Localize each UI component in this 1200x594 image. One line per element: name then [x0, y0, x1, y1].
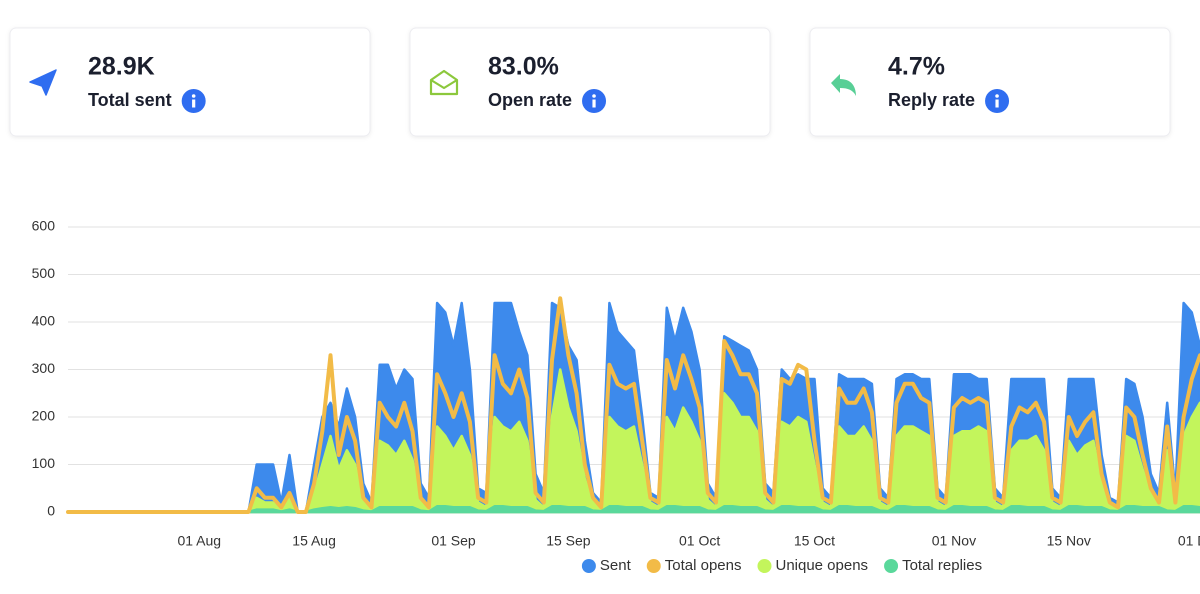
- legend-label: Total opens: [665, 557, 742, 574]
- x-tick-label: 01 Dec: [1178, 533, 1200, 549]
- chart: 0 100 200 300 400 500 600 01 Aug 15 Aug 01 Sep 15 …: [32, 218, 1200, 574]
- x-tick-label: 15 Sep: [546, 533, 591, 549]
- legend-label: Sent: [600, 557, 632, 574]
- area: [66, 505, 1200, 514]
- kpi-value: 4.7%: [888, 53, 945, 81]
- card: 83.0% Open rate: [409, 27, 771, 137]
- legend: Sent Total opens Unique opens Total replies: [581, 557, 982, 574]
- sent-icon: [29, 69, 57, 96]
- info-dot: [592, 94, 596, 98]
- info-bar: [995, 99, 999, 108]
- info-button[interactable]: [985, 89, 1010, 113]
- info-dot: [191, 94, 196, 98]
- info-button[interactable]: [181, 89, 206, 113]
- kpi-label: Reply rate: [888, 90, 975, 110]
- legend-label: Unique opens: [775, 557, 868, 574]
- x-tick-label: 15 Oct: [794, 533, 835, 549]
- y-tick-label: 300: [32, 360, 56, 376]
- legend-label: Total replies: [902, 557, 982, 574]
- x-tick-label: 15 Aug: [292, 533, 336, 549]
- card-bg: [9, 27, 371, 137]
- y-tick-label: 0: [47, 503, 55, 519]
- legend-marker: [646, 559, 661, 573]
- info-dot: [995, 94, 999, 98]
- legend-marker: [581, 559, 596, 573]
- x-tick-label: 01 Oct: [679, 533, 720, 549]
- info-bar: [592, 99, 596, 108]
- card-bg: [409, 27, 771, 137]
- open-icon: [429, 69, 459, 96]
- x-tick-label: 01 Nov: [932, 533, 976, 549]
- reply-icon: [831, 74, 856, 96]
- info-button[interactable]: [582, 89, 607, 113]
- y-tick-label: 200: [32, 408, 56, 424]
- info-bar: [192, 99, 196, 108]
- area: [66, 368, 1200, 514]
- card: 28.9K Total sent: [9, 27, 371, 137]
- line: [66, 296, 1200, 514]
- kpi-value: 83.0%: [488, 53, 559, 81]
- kpi-value: 28.9K: [88, 53, 155, 81]
- y-tick-label: 400: [32, 313, 56, 329]
- card: 4.7% Reply rate: [809, 27, 1171, 137]
- legend-marker: [757, 559, 772, 573]
- kpi-label: Total sent: [88, 90, 172, 110]
- x-tick-label: 01 Sep: [431, 533, 476, 549]
- x-tick-label: 01 Aug: [177, 533, 221, 549]
- card-bg: [809, 27, 1171, 137]
- x-tick-label: 15 Nov: [1047, 533, 1091, 549]
- y-tick-label: 500: [32, 265, 56, 281]
- y-tick-label: 100: [32, 455, 56, 471]
- y-tick-label: 600: [32, 218, 56, 234]
- kpi-label: Open rate: [488, 90, 572, 110]
- legend-marker: [884, 559, 899, 573]
